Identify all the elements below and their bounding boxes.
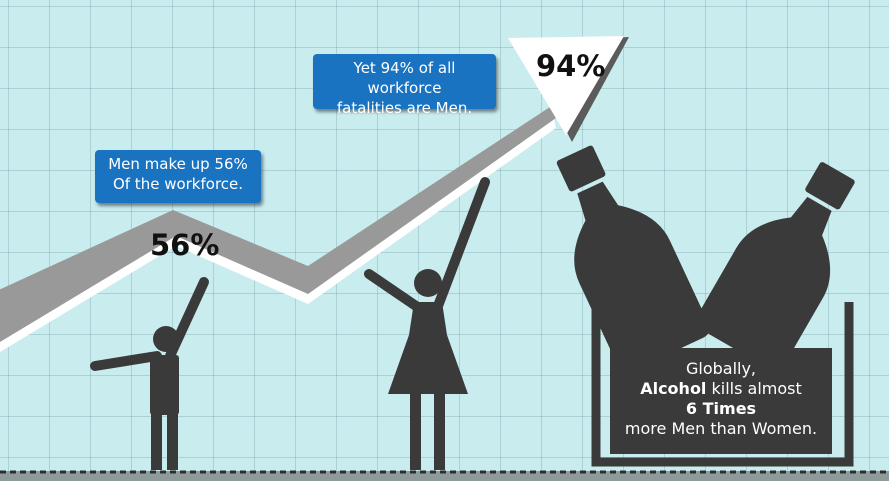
men-fatalities-percentage: 94%: [536, 49, 606, 83]
workforce-share-callout: Men make up 56% Of the workforce.: [95, 150, 261, 203]
alcohol-caption: Globally, Alcohol kills almost 6 Times m…: [610, 351, 832, 454]
woman-figure-icon: [364, 177, 490, 470]
fatalities-callout: Yet 94% of all workforce fatalities are …: [313, 54, 496, 117]
caption-bold-term: 6 Times: [685, 399, 757, 418]
caption-text: kills almost: [711, 379, 802, 398]
caption-bold-term: Alcohol: [640, 379, 707, 398]
caption-line: more Men than Women.: [624, 419, 818, 438]
caption-line: 6 Times: [610, 399, 832, 419]
callout-line: fatalities are Men.: [336, 99, 473, 117]
man-figure-icon: [90, 277, 209, 470]
bottle-icon: [696, 162, 855, 371]
trend-arrow-icon: [0, 105, 556, 352]
callout-line: Of the workforce.: [112, 175, 244, 193]
callout-line: Yet 94% of all workforce: [353, 59, 456, 97]
bottle-icon: [556, 145, 710, 372]
men-workforce-percentage: 56%: [150, 228, 220, 262]
peak-marker-icon: [508, 36, 629, 142]
ground-line: [0, 470, 889, 481]
caption-line: Alcohol kills almost: [610, 379, 832, 399]
callout-line: Men make up 56%: [108, 155, 248, 173]
caption-line: Globally,: [685, 359, 757, 378]
ice-bucket-icon: [591, 302, 854, 467]
